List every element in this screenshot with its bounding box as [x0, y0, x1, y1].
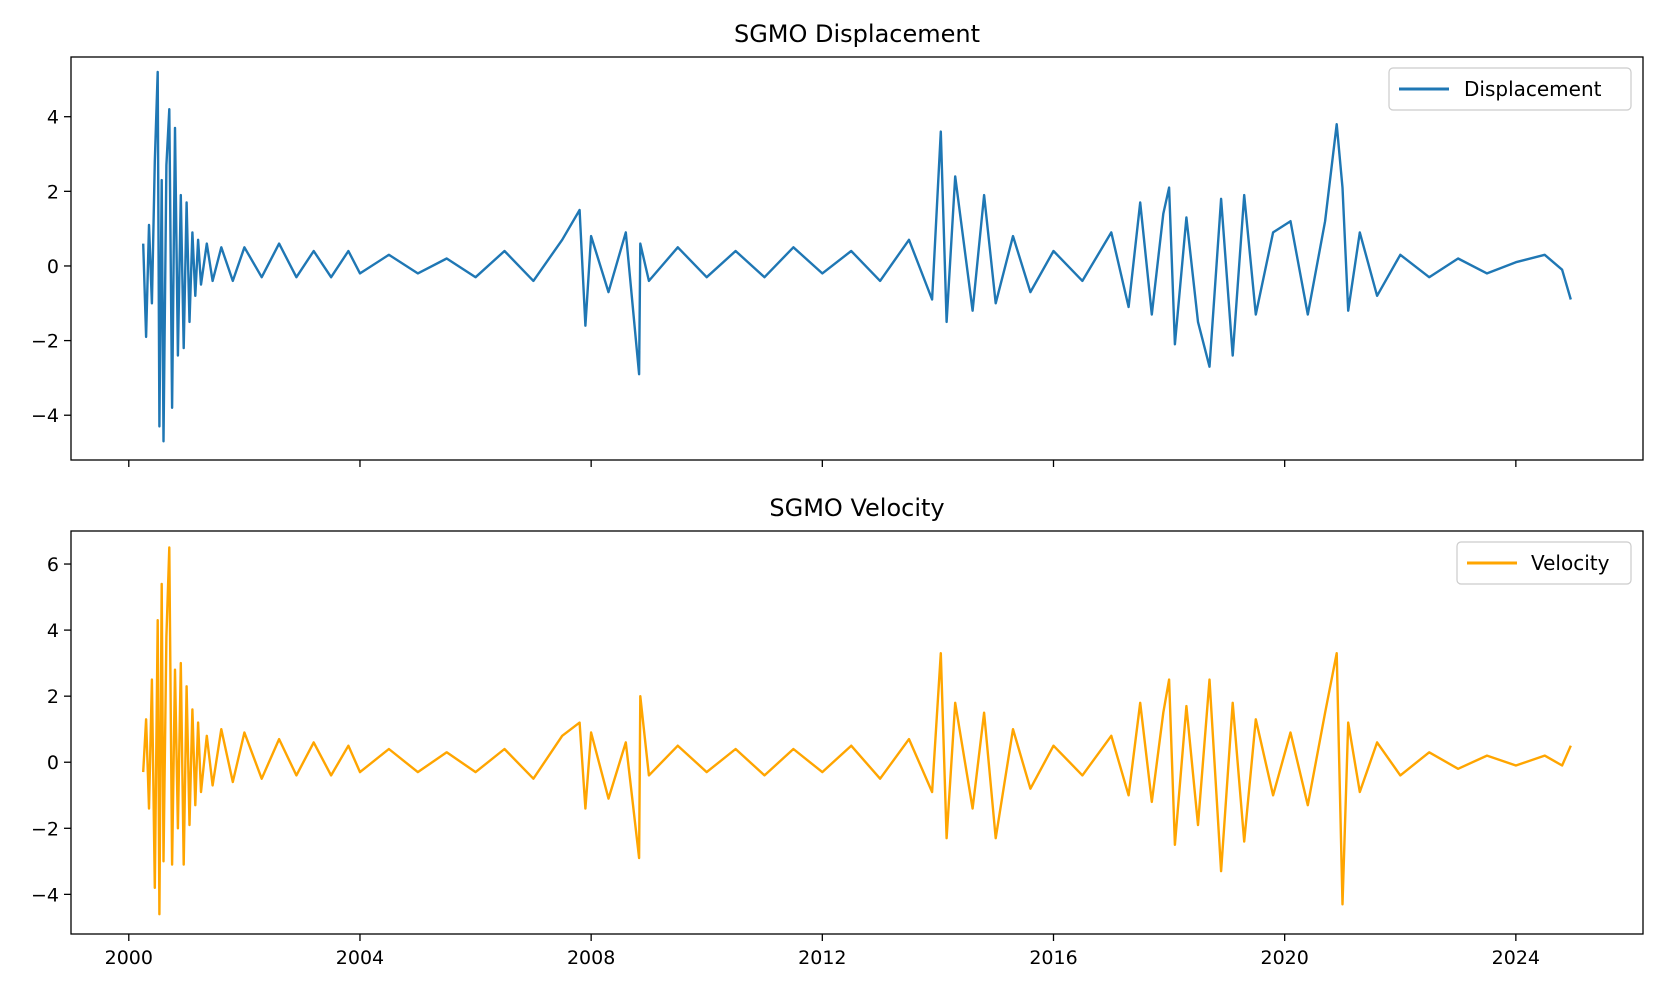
velocity-x-tick-label: 2004	[336, 947, 384, 969]
velocity-y-tick-label: 4	[47, 620, 59, 642]
displacement-y-tick-label: 2	[47, 181, 59, 203]
velocity-series	[142, 546, 1572, 916]
displacement-y-tick-label: −4	[31, 405, 59, 427]
displacement-axes-frame	[70, 56, 1644, 461]
displacement-y-axis: −4 −2 0 2 4	[31, 107, 71, 427]
velocity-x-tick-label: 2008	[567, 947, 615, 969]
displacement-legend: Displacement	[1388, 67, 1632, 111]
displacement-legend-label: Displacement	[1464, 77, 1602, 101]
velocity-x-tick-label: 2016	[1029, 947, 1077, 969]
velocity-y-tick-label: −4	[31, 884, 59, 906]
displacement-series	[142, 70, 1572, 443]
velocity-y-tick-label: −2	[31, 818, 59, 840]
velocity-x-tick-label: 2000	[105, 947, 153, 969]
velocity-y-axis: −4 −2 0 2 4 6	[31, 554, 71, 906]
velocity-y-tick-label: 2	[47, 686, 59, 708]
displacement-x-axis	[128, 460, 1517, 467]
velocity-x-tick-label: 2012	[798, 947, 846, 969]
velocity-line	[142, 546, 1572, 916]
displacement-y-tick-label: 0	[47, 256, 59, 278]
velocity-x-tick-label: 2020	[1260, 947, 1308, 969]
displacement-title: SGMO Displacement	[734, 20, 980, 48]
velocity-y-tick-label: 0	[47, 752, 59, 774]
velocity-axes-frame	[70, 530, 1644, 935]
velocity-title: SGMO Velocity	[769, 494, 944, 522]
velocity-x-tick-label: 2024	[1492, 947, 1540, 969]
velocity-legend-label: Velocity	[1531, 551, 1610, 575]
displacement-legend-box	[1388, 67, 1632, 111]
velocity-x-axis: 2000 2004 2008 2012 2016 2020 2024	[105, 934, 1540, 969]
displacement-line	[142, 70, 1572, 443]
displacement-y-tick-label: −2	[31, 331, 59, 353]
displacement-panel: SGMO Displacement −4 −2 0 2 4 Displacement	[31, 20, 1644, 467]
displacement-y-tick-label: 4	[47, 107, 59, 129]
velocity-legend-box	[1456, 541, 1632, 585]
velocity-legend: Velocity	[1456, 541, 1632, 585]
velocity-y-tick-label: 6	[47, 554, 59, 576]
